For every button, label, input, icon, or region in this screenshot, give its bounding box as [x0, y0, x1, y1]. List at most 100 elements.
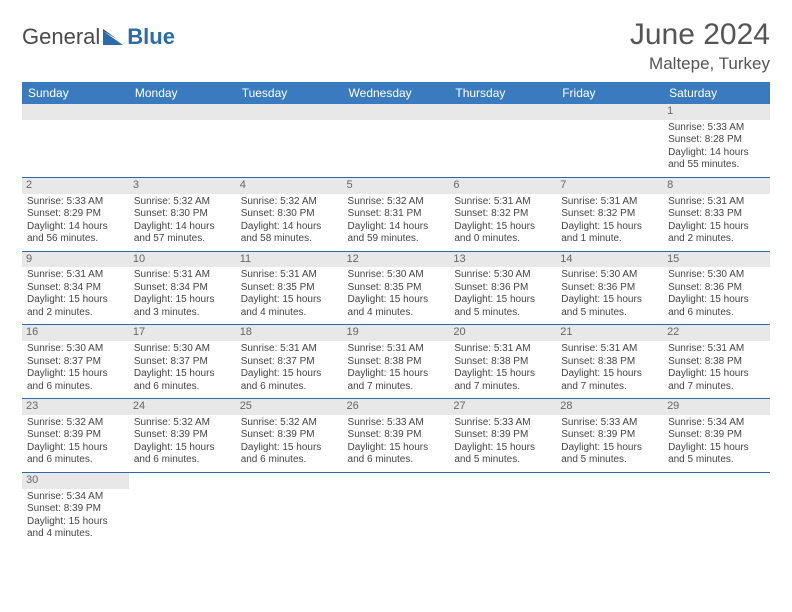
sunset-text: Sunset: 8:35 PM [348, 282, 445, 295]
sunset-text: Sunset: 8:32 PM [454, 208, 551, 221]
calendar-cell [343, 472, 450, 545]
sunset-text: Sunset: 8:38 PM [348, 356, 445, 369]
day-number: 17 [129, 325, 236, 341]
sunrise-text: Sunrise: 5:32 AM [134, 196, 231, 209]
day-number: 4 [236, 178, 343, 194]
day-number-empty [343, 104, 450, 120]
daylight-text: Daylight: 15 hours and 4 minutes. [27, 516, 124, 541]
daylight-text: Daylight: 15 hours and 4 minutes. [348, 294, 445, 319]
title-block: June 2024 Maltepe, Turkey [630, 18, 770, 74]
daylight-text: Daylight: 15 hours and 6 minutes. [241, 442, 338, 467]
day-number: 23 [22, 399, 129, 415]
sunrise-text: Sunrise: 5:31 AM [27, 269, 124, 282]
day-number-empty [22, 104, 129, 120]
sunrise-text: Sunrise: 5:31 AM [561, 343, 658, 356]
calendar-cell: 29Sunrise: 5:34 AMSunset: 8:39 PMDayligh… [663, 399, 770, 473]
day-number: 7 [556, 178, 663, 194]
daylight-text: Daylight: 14 hours and 59 minutes. [348, 221, 445, 246]
sunrise-text: Sunrise: 5:30 AM [27, 343, 124, 356]
sunset-text: Sunset: 8:33 PM [668, 208, 765, 221]
calendar-cell: 25Sunrise: 5:32 AMSunset: 8:39 PMDayligh… [236, 399, 343, 473]
sunset-text: Sunset: 8:39 PM [134, 429, 231, 442]
calendar-cell: 9Sunrise: 5:31 AMSunset: 8:34 PMDaylight… [22, 251, 129, 325]
calendar-week-row: 30Sunrise: 5:34 AMSunset: 8:39 PMDayligh… [22, 472, 770, 545]
calendar-week-row: 9Sunrise: 5:31 AMSunset: 8:34 PMDaylight… [22, 251, 770, 325]
sunset-text: Sunset: 8:34 PM [134, 282, 231, 295]
calendar-cell: 19Sunrise: 5:31 AMSunset: 8:38 PMDayligh… [343, 325, 450, 399]
day-number: 5 [343, 178, 450, 194]
sunset-text: Sunset: 8:37 PM [134, 356, 231, 369]
calendar-cell: 20Sunrise: 5:31 AMSunset: 8:38 PMDayligh… [449, 325, 556, 399]
calendar-cell [556, 104, 663, 177]
weekday-header-row: Sunday Monday Tuesday Wednesday Thursday… [22, 82, 770, 104]
daylight-text: Daylight: 14 hours and 58 minutes. [241, 221, 338, 246]
day-number: 10 [129, 252, 236, 268]
daylight-text: Daylight: 14 hours and 55 minutes. [668, 147, 765, 172]
sunrise-text: Sunrise: 5:31 AM [454, 196, 551, 209]
weekday-header: Friday [556, 82, 663, 104]
day-number: 24 [129, 399, 236, 415]
day-number: 25 [236, 399, 343, 415]
daylight-text: Daylight: 15 hours and 6 minutes. [348, 442, 445, 467]
day-number: 2 [22, 178, 129, 194]
daylight-text: Daylight: 15 hours and 6 minutes. [134, 442, 231, 467]
calendar-cell: 4Sunrise: 5:32 AMSunset: 8:30 PMDaylight… [236, 177, 343, 251]
calendar-cell: 7Sunrise: 5:31 AMSunset: 8:32 PMDaylight… [556, 177, 663, 251]
day-number: 8 [663, 178, 770, 194]
daylight-text: Daylight: 15 hours and 7 minutes. [668, 368, 765, 393]
sunset-text: Sunset: 8:39 PM [27, 429, 124, 442]
daylight-text: Daylight: 15 hours and 7 minutes. [348, 368, 445, 393]
day-number-empty [556, 104, 663, 120]
daylight-text: Daylight: 15 hours and 6 minutes. [241, 368, 338, 393]
calendar-cell: 10Sunrise: 5:31 AMSunset: 8:34 PMDayligh… [129, 251, 236, 325]
sunrise-text: Sunrise: 5:30 AM [668, 269, 765, 282]
day-number: 30 [22, 473, 129, 489]
sunrise-text: Sunrise: 5:33 AM [561, 417, 658, 430]
sunrise-text: Sunrise: 5:30 AM [561, 269, 658, 282]
daylight-text: Daylight: 15 hours and 6 minutes. [668, 294, 765, 319]
daylight-text: Daylight: 14 hours and 57 minutes. [134, 221, 231, 246]
calendar-cell: 11Sunrise: 5:31 AMSunset: 8:35 PMDayligh… [236, 251, 343, 325]
weekday-header: Monday [129, 82, 236, 104]
calendar-cell: 5Sunrise: 5:32 AMSunset: 8:31 PMDaylight… [343, 177, 450, 251]
day-number: 13 [449, 252, 556, 268]
day-number-empty [236, 104, 343, 120]
calendar-cell: 18Sunrise: 5:31 AMSunset: 8:37 PMDayligh… [236, 325, 343, 399]
weekday-header: Saturday [663, 82, 770, 104]
calendar-cell: 27Sunrise: 5:33 AMSunset: 8:39 PMDayligh… [449, 399, 556, 473]
sunrise-text: Sunrise: 5:31 AM [241, 343, 338, 356]
sunset-text: Sunset: 8:38 PM [561, 356, 658, 369]
calendar-cell: 28Sunrise: 5:33 AMSunset: 8:39 PMDayligh… [556, 399, 663, 473]
sunset-text: Sunset: 8:31 PM [348, 208, 445, 221]
calendar-cell [343, 104, 450, 177]
daylight-text: Daylight: 15 hours and 5 minutes. [561, 294, 658, 319]
sunset-text: Sunset: 8:39 PM [561, 429, 658, 442]
calendar-cell: 13Sunrise: 5:30 AMSunset: 8:36 PMDayligh… [449, 251, 556, 325]
sunrise-text: Sunrise: 5:30 AM [454, 269, 551, 282]
sunrise-text: Sunrise: 5:31 AM [241, 269, 338, 282]
sunset-text: Sunset: 8:39 PM [348, 429, 445, 442]
calendar-table: Sunday Monday Tuesday Wednesday Thursday… [22, 82, 770, 546]
day-number: 11 [236, 252, 343, 268]
calendar-cell [129, 104, 236, 177]
sunset-text: Sunset: 8:39 PM [27, 503, 124, 516]
sunset-text: Sunset: 8:32 PM [561, 208, 658, 221]
calendar-cell: 14Sunrise: 5:30 AMSunset: 8:36 PMDayligh… [556, 251, 663, 325]
daylight-text: Daylight: 14 hours and 56 minutes. [27, 221, 124, 246]
weekday-header: Sunday [22, 82, 129, 104]
month-title: June 2024 [630, 18, 770, 52]
weekday-header: Wednesday [343, 82, 450, 104]
day-number: 28 [556, 399, 663, 415]
sunrise-text: Sunrise: 5:33 AM [668, 122, 765, 135]
sunset-text: Sunset: 8:29 PM [27, 208, 124, 221]
day-number: 29 [663, 399, 770, 415]
calendar-cell [22, 104, 129, 177]
daylight-text: Daylight: 15 hours and 2 minutes. [27, 294, 124, 319]
calendar-cell [449, 472, 556, 545]
calendar-week-row: 16Sunrise: 5:30 AMSunset: 8:37 PMDayligh… [22, 325, 770, 399]
daylight-text: Daylight: 15 hours and 6 minutes. [27, 368, 124, 393]
calendar-cell: 30Sunrise: 5:34 AMSunset: 8:39 PMDayligh… [22, 472, 129, 545]
sunset-text: Sunset: 8:36 PM [668, 282, 765, 295]
sunrise-text: Sunrise: 5:30 AM [134, 343, 231, 356]
daylight-text: Daylight: 15 hours and 6 minutes. [134, 368, 231, 393]
